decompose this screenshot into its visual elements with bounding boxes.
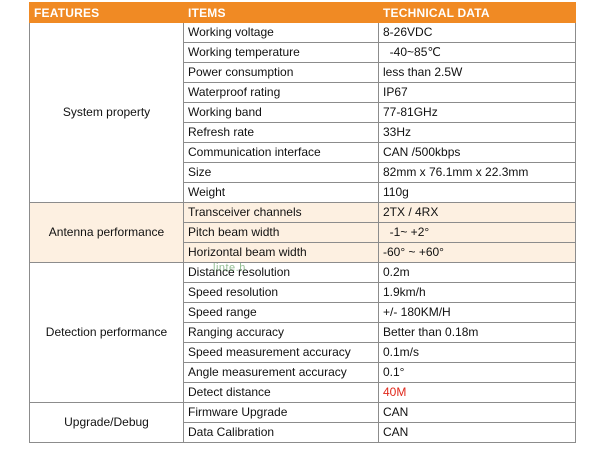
item-cell: Communication interface <box>183 142 379 163</box>
item-cell: Weight <box>183 182 379 203</box>
item-cell: Speed resolution <box>183 282 379 303</box>
table-row: Angle measurement accuracy 0.1° <box>30 362 576 383</box>
value-cell: -40~85℃ <box>378 42 576 63</box>
table-row: Size 82mm x 76.1mm x 22.3mm <box>30 162 576 183</box>
item-cell: Refresh rate <box>183 122 379 143</box>
table-row: Speed resolution 1.9km/h <box>30 282 576 303</box>
spec-table: FEATURES ITEMS TECHNICAL DATA System pro… <box>29 2 576 443</box>
item-cell: Horizontal beam width <box>183 242 379 263</box>
value-cell: Better than 0.18m <box>378 322 576 343</box>
item-cell: Working temperature <box>183 42 379 63</box>
table-row: Upgrade/Debug Firmware Upgrade CAN <box>29 402 576 443</box>
value-cell: -1~ +2° <box>378 222 576 243</box>
table-row: Horizontal beam width -60° ~ +60° <box>30 242 576 263</box>
item-cell: Firmware Upgrade <box>183 402 379 423</box>
value-cell: IP67 <box>378 82 576 103</box>
item-cell: Data Calibration <box>183 422 379 443</box>
value-cell: 0.1m/s <box>378 342 576 363</box>
value-cell: CAN <box>378 402 576 423</box>
table-row: Pitch beam width -1~ +2° <box>30 222 576 243</box>
value-cell: 2TX / 4RX <box>378 202 576 223</box>
item-cell: Working voltage <box>183 22 379 43</box>
table-row: Working band 77-81GHz <box>30 102 576 123</box>
item-cell: Pitch beam width <box>183 222 379 243</box>
table-row: System property Working voltage 8-26VDC <box>29 22 576 203</box>
table-row: Detect distance 40M <box>30 382 576 403</box>
header-features: FEATURES <box>29 2 184 23</box>
table-row: Speed measurement accuracy 0.1m/s <box>30 342 576 363</box>
table-row: Data Calibration CAN <box>30 422 576 443</box>
header-technical-data: TECHNICAL DATA <box>378 2 576 23</box>
item-cell: Speed range <box>183 302 379 323</box>
item-cell: Angle measurement accuracy <box>183 362 379 383</box>
feature-group-cell: Antenna performance <box>29 202 184 263</box>
value-cell: +/- 180KM/H <box>378 302 576 323</box>
item-cell: Power consumption <box>183 62 379 83</box>
value-cell: 8-26VDC <box>378 22 576 43</box>
header-row: FEATURES ITEMS TECHNICAL DATA <box>29 2 576 23</box>
feature-group-cell: System property <box>29 22 184 203</box>
table-row: Refresh rate 33Hz <box>30 122 576 143</box>
item-cell: Ranging accuracy <box>183 322 379 343</box>
value-cell: 33Hz <box>378 122 576 143</box>
item-cell: Working band <box>183 102 379 123</box>
item-cell: Speed measurement accuracy <box>183 342 379 363</box>
value-cell: 40M <box>378 382 576 403</box>
value-cell: 82mm x 76.1mm x 22.3mm <box>378 162 576 183</box>
feature-group-cell: Upgrade/Debug <box>29 402 184 443</box>
item-cell: Waterproof rating <box>183 82 379 103</box>
feature-group-cell: Detection performance <box>29 262 184 403</box>
value-cell: 77-81GHz <box>378 102 576 123</box>
value-cell: -60° ~ +60° <box>378 242 576 263</box>
table-row: Communication interface CAN /500kbps <box>30 142 576 163</box>
value-cell: CAN <box>378 422 576 443</box>
table-row: Detection performance Distance resolution… <box>29 262 576 403</box>
value-cell: 110g <box>378 182 576 203</box>
table-row: Antenna performance Transceiver channels 2… <box>29 202 576 263</box>
item-cell: Size <box>183 162 379 183</box>
spec-body: System property Working voltage 8-26VDC Wor… <box>29 22 576 443</box>
table-row: Weight 110g <box>30 182 576 203</box>
value-cell: 0.1° <box>378 362 576 383</box>
item-cell: Distance resolution <box>183 262 379 283</box>
value-cell: 1.9km/h <box>378 282 576 303</box>
table-row: Speed range +/- 180KM/H <box>30 302 576 323</box>
item-cell: Detect distance <box>183 382 379 403</box>
value-cell: CAN /500kbps <box>378 142 576 163</box>
value-cell: less than 2.5W <box>378 62 576 83</box>
item-cell: Transceiver channels <box>183 202 379 223</box>
value-cell: 0.2m <box>378 262 576 283</box>
header-items: ITEMS <box>183 2 379 23</box>
